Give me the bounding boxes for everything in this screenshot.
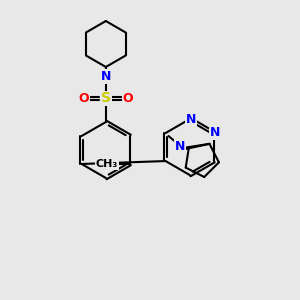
Text: S: S	[101, 92, 111, 106]
Text: O: O	[123, 92, 133, 105]
Text: N: N	[175, 140, 185, 153]
Text: N: N	[209, 126, 220, 139]
Text: N: N	[186, 112, 196, 126]
Text: O: O	[78, 92, 89, 105]
Text: N: N	[100, 70, 111, 83]
Text: CH₃: CH₃	[96, 159, 118, 169]
